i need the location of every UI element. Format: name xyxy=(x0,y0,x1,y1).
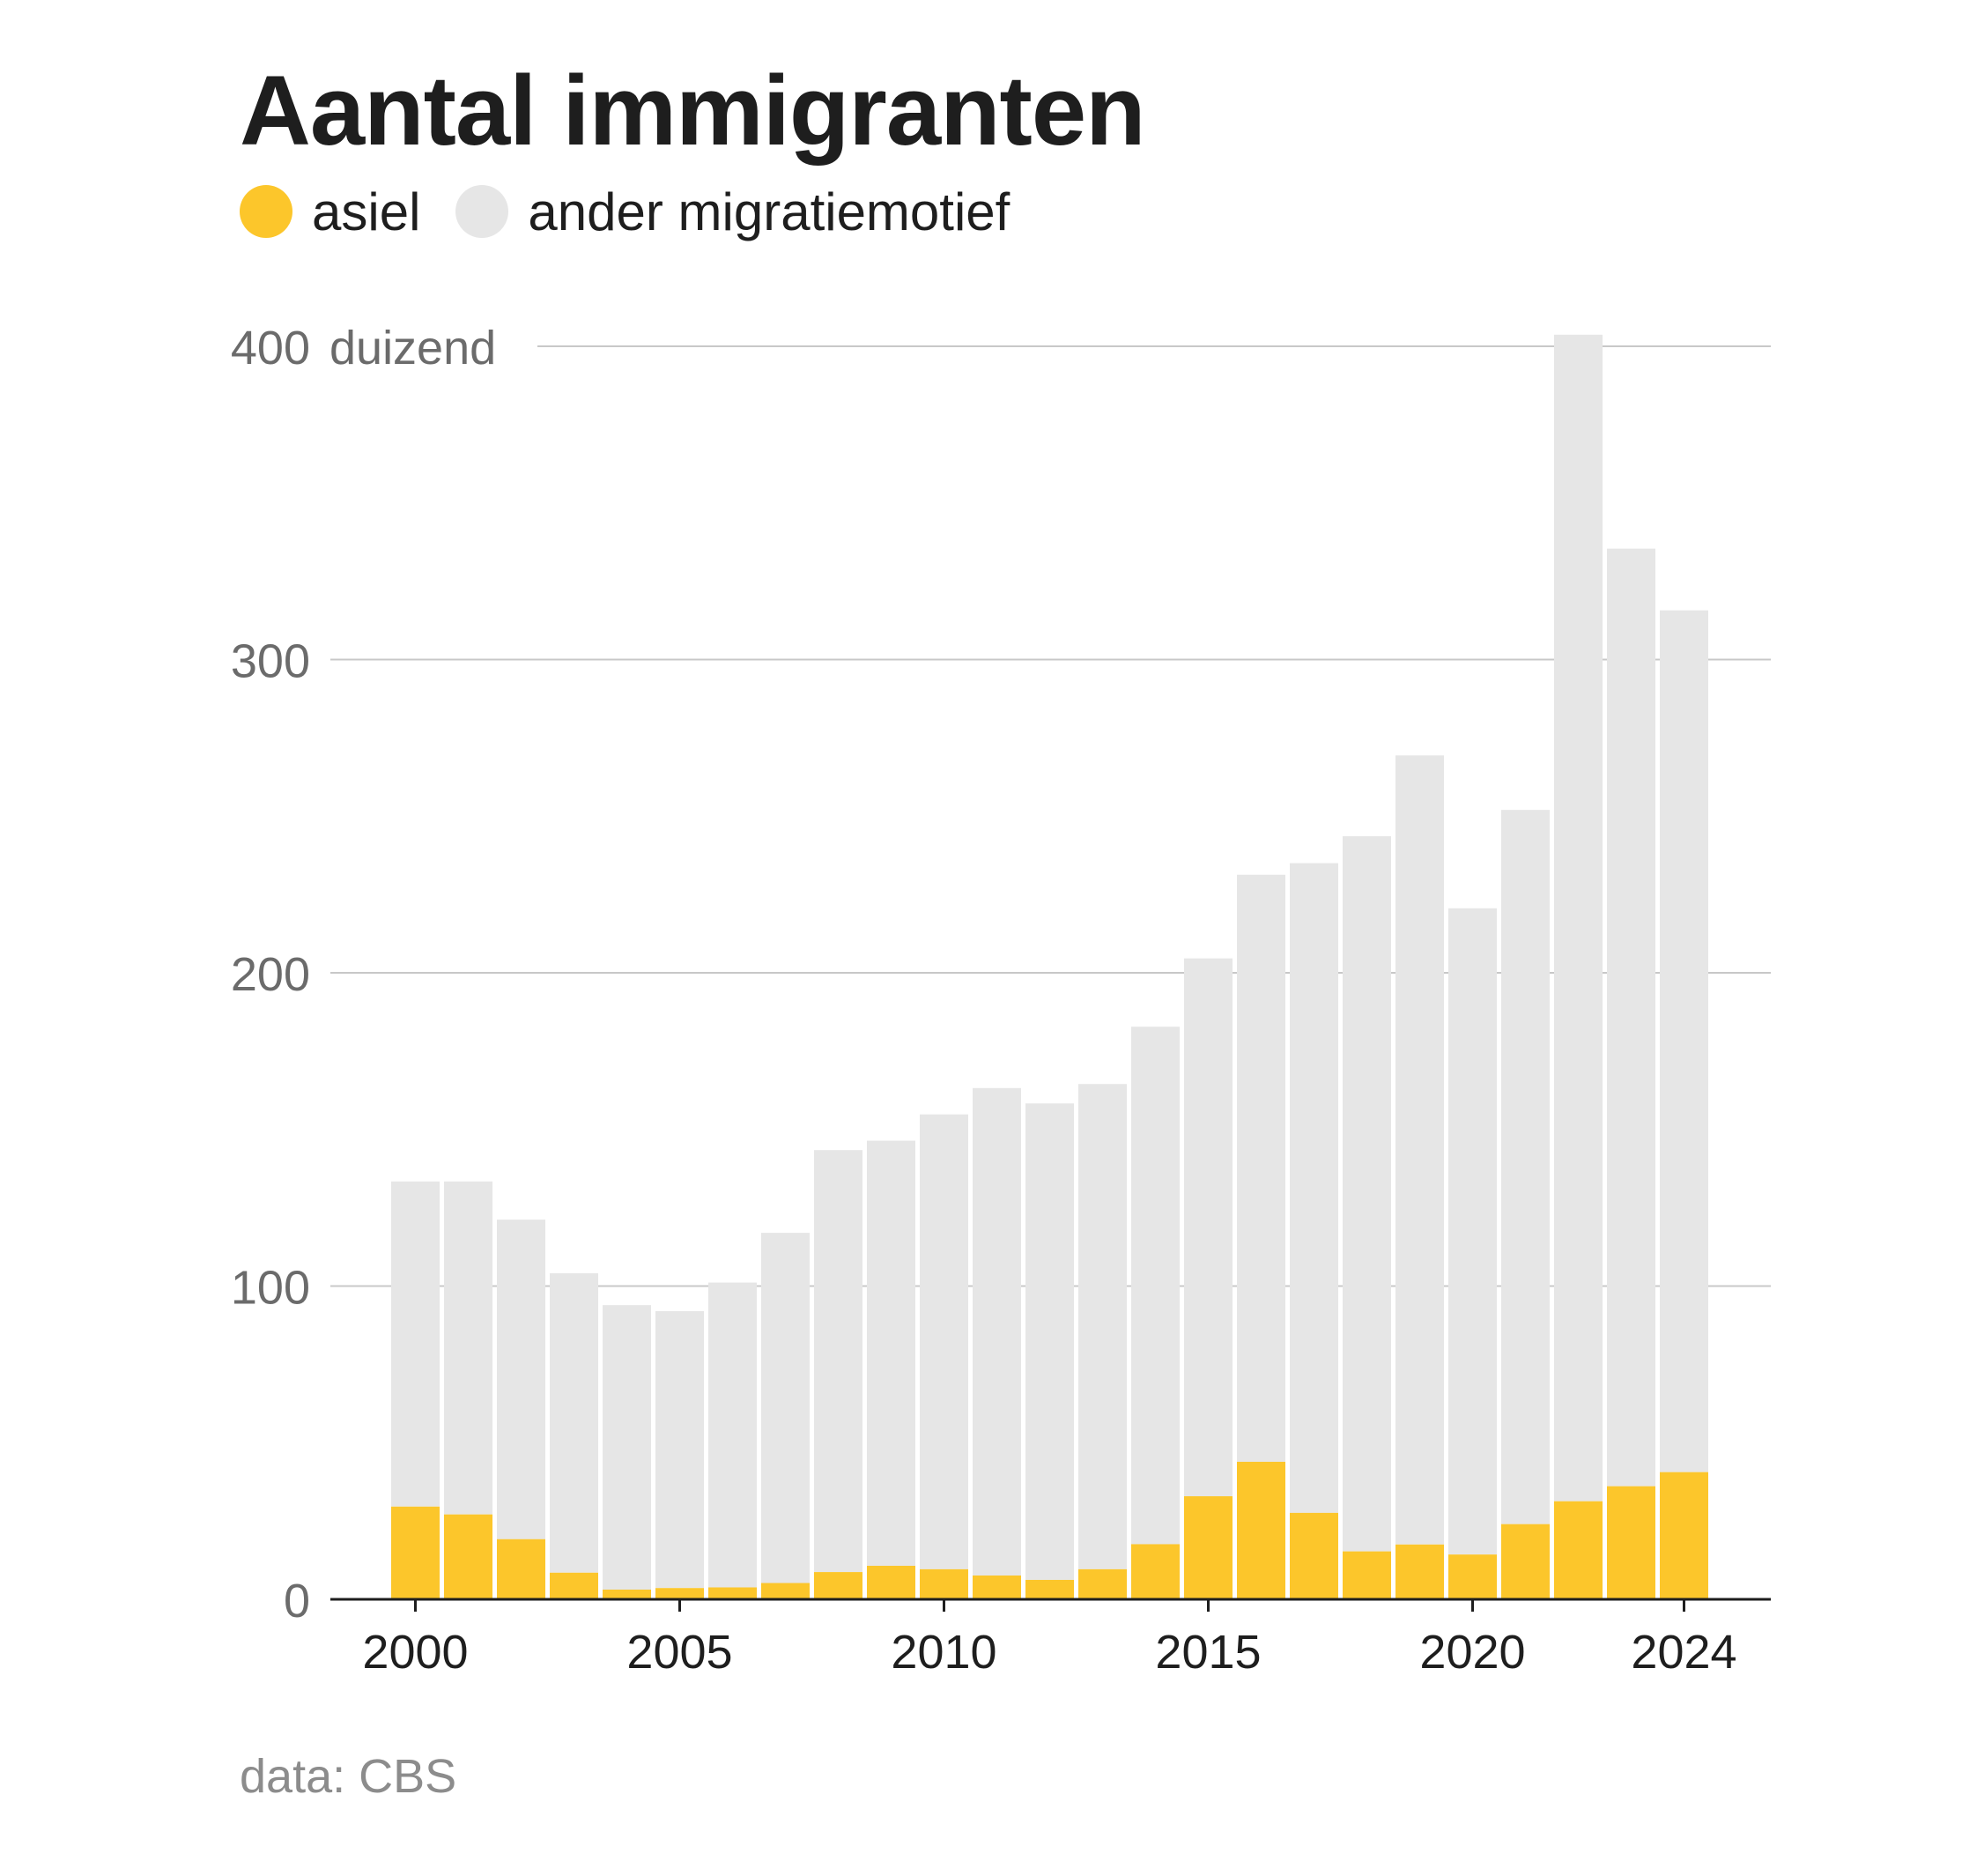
y-tick-label-200: 200 xyxy=(231,948,310,1001)
bar-ander-2020 xyxy=(1448,908,1497,1555)
x-tick-label-2015: 2015 xyxy=(1155,1626,1261,1679)
x-tick-label-2020: 2020 xyxy=(1419,1626,1525,1679)
legend-item-asiel: asiel xyxy=(240,182,420,242)
legend-item-ander-migratiemotief: ander migratiemotief xyxy=(455,182,1010,242)
bar-asiel-2015 xyxy=(1184,1496,1233,1599)
bar-asiel-2020 xyxy=(1448,1554,1497,1599)
bar-ander-2014 xyxy=(1131,1027,1180,1545)
bar-ander-2003 xyxy=(550,1272,598,1573)
bar-ander-2021 xyxy=(1501,810,1550,1524)
bar-asiel-2024 xyxy=(1660,1472,1708,1599)
bar-ander-2005 xyxy=(655,1310,704,1589)
bar-ander-2018 xyxy=(1343,836,1391,1552)
bar-asiel-2014 xyxy=(1131,1544,1180,1599)
bar-asiel-2021 xyxy=(1501,1524,1550,1599)
y-tick-label-400: 400 xyxy=(231,322,310,374)
legend-swatch-asiel xyxy=(240,185,292,238)
legend-label-ander-migratiemotief: ander migratiemotief xyxy=(528,182,1011,241)
legend-swatch-ander-migratiemotief xyxy=(455,185,509,238)
bar-ander-2011 xyxy=(973,1087,1021,1576)
bar-asiel-2022 xyxy=(1554,1501,1603,1599)
bar-ander-2012 xyxy=(1025,1103,1074,1580)
bar-ander-2022 xyxy=(1554,334,1603,1502)
bar-ander-2013 xyxy=(1078,1084,1127,1569)
y-tick-label-0: 0 xyxy=(284,1575,310,1628)
bar-asiel-2019 xyxy=(1395,1544,1444,1599)
bars xyxy=(391,334,1708,1599)
chart-title: Aantal immigranten xyxy=(240,56,1146,166)
bar-ander-2007 xyxy=(761,1233,810,1583)
bar-asiel-2011 xyxy=(973,1575,1021,1599)
bar-asiel-2010 xyxy=(920,1568,968,1599)
bar-asiel-2008 xyxy=(814,1572,862,1599)
bar-asiel-2018 xyxy=(1343,1551,1391,1599)
bar-ander-2008 xyxy=(814,1150,862,1573)
bar-asiel-2017 xyxy=(1290,1512,1338,1599)
source-note: data: CBS xyxy=(240,1750,457,1803)
axes: 0 100 200 300 400 duizend 2000 2005 2010 2015 2020… xyxy=(231,322,1771,1679)
bar-ander-2024 xyxy=(1660,610,1708,1472)
y-tick-label-100: 100 xyxy=(231,1262,310,1315)
bar-asiel-2023 xyxy=(1607,1486,1655,1599)
bar-asiel-2002 xyxy=(497,1539,545,1599)
bar-ander-2002 xyxy=(497,1220,545,1539)
bar-asiel-2006 xyxy=(708,1587,757,1599)
bar-ander-2010 xyxy=(920,1114,968,1569)
legend: asiel ander migratiemotief xyxy=(240,181,1045,242)
bar-asiel-2013 xyxy=(1078,1568,1127,1599)
bar-ander-2019 xyxy=(1395,755,1444,1545)
bar-ander-2004 xyxy=(603,1305,651,1590)
bar-ander-2017 xyxy=(1290,863,1338,1513)
legend-label-asiel: asiel xyxy=(312,182,421,241)
bar-asiel-2003 xyxy=(550,1572,598,1599)
bar-asiel-2016 xyxy=(1237,1461,1285,1599)
y-unit-label: duizend xyxy=(329,322,496,374)
bar-asiel-2009 xyxy=(867,1565,915,1599)
bar-asiel-2005 xyxy=(655,1588,704,1599)
bar-asiel-2004 xyxy=(603,1589,651,1599)
bar-ander-2000 xyxy=(391,1181,440,1507)
x-tick-label-2000: 2000 xyxy=(362,1626,468,1679)
bar-ander-2009 xyxy=(867,1140,915,1566)
bar-ander-2023 xyxy=(1607,548,1655,1487)
bar-ander-2006 xyxy=(708,1282,757,1588)
bar-asiel-2001 xyxy=(444,1514,492,1599)
y-tick-label-300: 300 xyxy=(231,635,310,688)
x-tick-label-2005: 2005 xyxy=(626,1626,732,1679)
bar-chart: 0 100 200 300 400 duizend 2000 2005 2010 2015 2020… xyxy=(231,322,1771,1679)
x-tick-label-2024: 2024 xyxy=(1631,1626,1736,1679)
bar-asiel-2012 xyxy=(1025,1579,1074,1599)
bar-ander-2015 xyxy=(1184,958,1233,1497)
bar-ander-2016 xyxy=(1237,874,1285,1462)
bar-ander-2001 xyxy=(444,1181,492,1515)
x-tick-label-2010: 2010 xyxy=(891,1626,996,1679)
bar-asiel-2007 xyxy=(761,1583,810,1599)
bar-asiel-2000 xyxy=(391,1506,440,1599)
